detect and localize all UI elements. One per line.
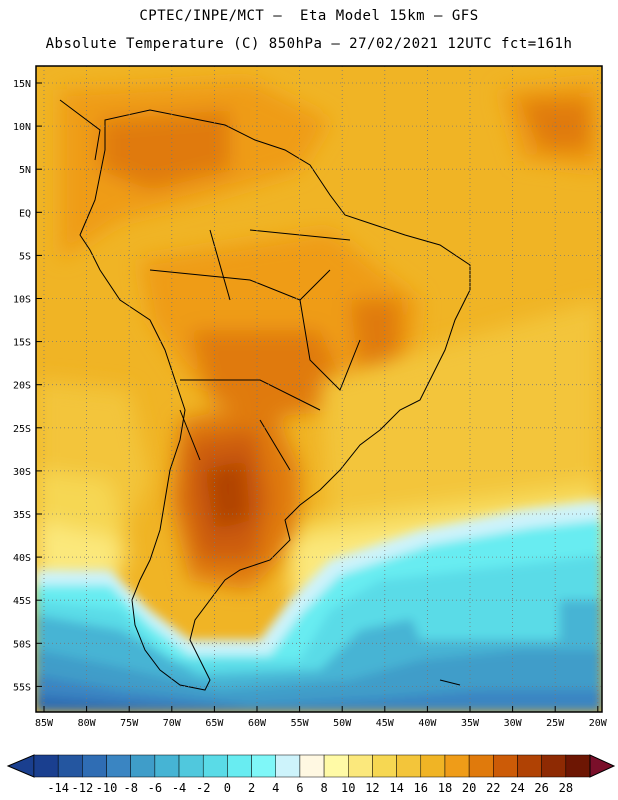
colorbar-tick-label: 4 [272,781,279,795]
lon-label: 25W [546,718,565,729]
latitude-labels: 15N 10N 5N EQ 5S 10S 15S 20S 25S 30S 35S 40S 45S 50S 5… [13,79,42,693]
lat-label: 45S [13,596,31,607]
lat-label: 5S [19,251,31,262]
colorbar-tick-label: -6 [148,781,162,795]
map-frame [35,65,603,713]
colorbar-tick-label: 12 [365,781,379,795]
colorbar-swatch [202,754,228,778]
colorbar-tick-label: 26 [534,781,548,795]
lat-label: 20S [13,381,31,392]
colorbar-tick-label: 14 [389,781,403,795]
colorbar-swatch [565,754,591,778]
colorbar: -14 -12 -10 -8 -6 -4 -2 0 2 4 6 8 10 12 14 16 18 20 22 24 26… [6,754,616,795]
lat-label: 30S [13,467,31,478]
colorbar-tick-label: -12 [72,781,94,795]
lon-label: 75W [120,718,139,729]
colorbar-swatch [348,754,373,778]
lon-label: 45W [376,718,395,729]
lat-label: EQ [19,208,31,219]
colorbar-swatch [33,754,59,778]
colorbar-tick-label: 6 [296,781,303,795]
colorbar-high-arrow [589,754,616,778]
chart-title-line-2: Absolute Temperature (C) 850hPa – 27/02/… [45,36,573,52]
lon-label: 40W [418,718,437,729]
colorbar-swatch [57,754,83,778]
lon-label: 50W [333,718,352,729]
lat-label: 10S [13,295,31,306]
colorbar-swatch [517,754,542,778]
lat-label: 15N [13,79,31,90]
lon-label: 85W [35,718,54,729]
colorbar-swatch [323,754,349,778]
colorbar-tick-label: -4 [172,781,186,795]
lat-label: 40S [13,553,31,564]
colorbar-tick-label: 28 [559,781,573,795]
colorbar-swatch [420,754,446,778]
colorbar-swatch [372,754,397,778]
lon-label: 65W [205,718,224,729]
colorbar-swatch [106,754,131,778]
lon-label: 70W [163,718,182,729]
colorbar-tick-label: 22 [486,781,500,795]
colorbar-tick-label: -14 [47,781,69,795]
colorbar-swatch [251,754,276,778]
lon-label: 80W [78,718,97,729]
colorbar-tick-label: 0 [224,781,231,795]
temperature-field [36,66,602,712]
colorbar-swatch [275,754,301,778]
colorbar-tick-label: 24 [510,781,524,795]
lat-label: 10N [13,122,31,133]
colorbar-tick-label: 18 [438,781,452,795]
colorbar-swatch [178,754,204,778]
lat-label: 35S [13,510,31,521]
colorbar-swatch [396,754,422,778]
lon-label: 60W [248,718,267,729]
colorbar-tick-label: 2 [248,781,255,795]
chart-title-line-1: CPTEC/INPE/MCT – Eta Model 15km – GFS [139,8,479,24]
colorbar-tick-label: -10 [96,781,118,795]
colorbar-tick-label: -8 [123,781,137,795]
colorbar-swatch [82,754,107,778]
colorbar-swatch [227,754,252,778]
colorbar-tick-label: 8 [320,781,327,795]
lon-label: 20W [589,718,608,729]
colorbar-swatch [493,754,518,778]
lon-label: 30W [504,718,523,729]
lat-label: 55S [13,682,31,693]
colorbar-swatch [444,754,470,778]
colorbar-swatch [468,754,494,778]
colorbar-swatch [541,754,567,778]
colorbar-swatch [130,754,156,778]
colorbar-tick-label: 10 [341,781,355,795]
longitude-labels: 85W 80W 75W 70W 65W 60W 55W 50W 45W 40W 35W 30W 25W 2… [35,706,608,729]
colorbar-tick-label: 20 [462,781,476,795]
lat-label: 5N [19,165,31,176]
lat-label: 50S [13,639,31,650]
colorbar-tick-label: -2 [196,781,210,795]
colorbar-low-arrow [6,754,35,778]
lon-label: 35W [461,718,480,729]
colorbar-swatch [154,754,180,778]
lon-label: 55W [291,718,310,729]
colorbar-tick-label: 16 [414,781,428,795]
lat-label: 25S [13,424,31,435]
colorbar-swatch [299,754,325,778]
lat-label: 15S [13,338,31,349]
